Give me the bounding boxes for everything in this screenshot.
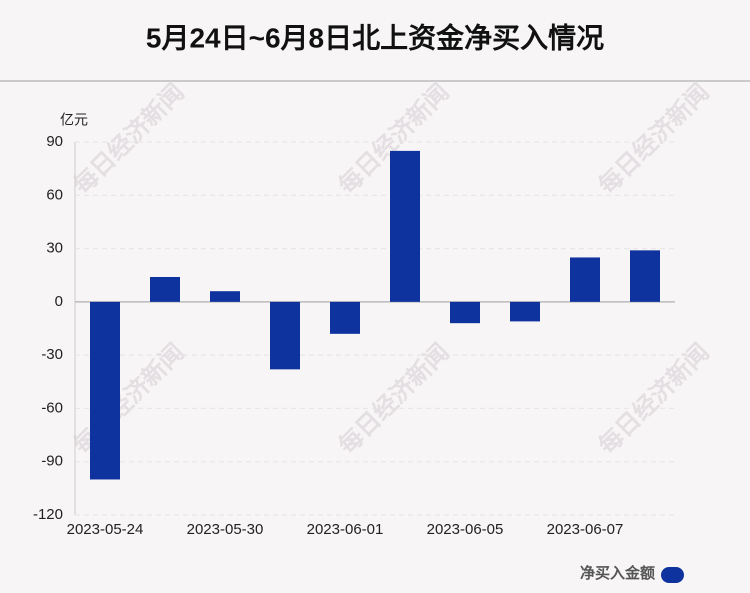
bar <box>510 301 540 322</box>
y-tick-label: 0 <box>55 293 63 310</box>
y-tick-label: 90 <box>46 133 63 150</box>
chart-title: 5月24日~6月8日北上资金净买入情况 <box>146 21 604 53</box>
legend-label: 净买入金额 <box>580 564 655 582</box>
y-tick-label: -60 <box>41 399 63 416</box>
bar <box>390 150 420 302</box>
y-unit: 亿元 <box>60 112 88 128</box>
bar <box>570 257 600 302</box>
bar <box>330 301 360 334</box>
bar <box>150 276 180 302</box>
y-tick-label: 60 <box>46 186 63 203</box>
bar <box>630 250 660 302</box>
legend-swatch <box>661 567 684 583</box>
bar <box>90 301 120 480</box>
x-tick-label: 2023-06-05 <box>427 521 504 538</box>
x-tick-label: 2023-06-01 <box>307 521 384 538</box>
bar <box>450 301 480 324</box>
bar <box>210 291 240 302</box>
x-tick-label: 2023-05-30 <box>187 521 264 538</box>
x-tick-label: 2023-05-24 <box>67 521 144 538</box>
y-tick-label: -90 <box>41 453 63 470</box>
y-tick-label: 30 <box>46 240 63 257</box>
x-tick-label: 2023-06-07 <box>547 521 624 538</box>
bar <box>270 301 300 370</box>
y-tick-label: -30 <box>41 346 63 363</box>
y-tick-label: -120 <box>33 506 63 523</box>
